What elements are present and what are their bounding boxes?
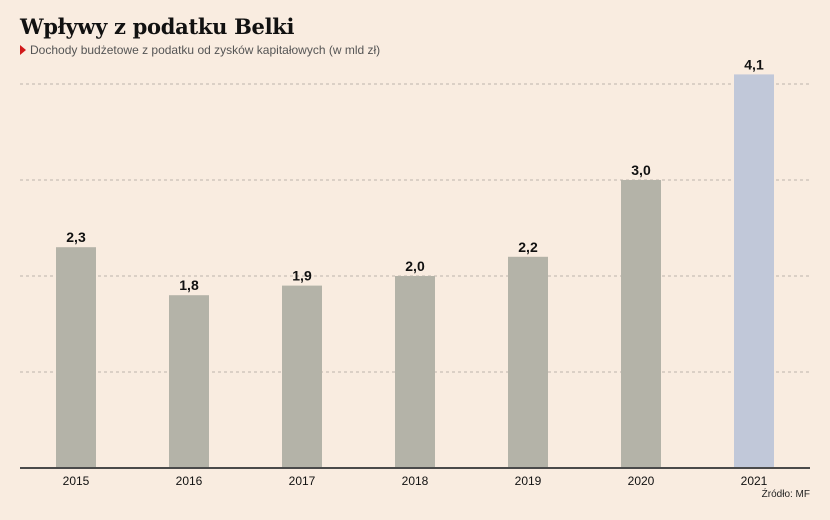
- x-tick-label: 2021: [741, 474, 768, 488]
- chart-title: Wpływy z podatku Belki: [20, 14, 295, 39]
- chart-subtitle: Dochody budżetowe z podatku od zysków ka…: [30, 43, 381, 57]
- source-note: Źródło: MF: [761, 489, 810, 500]
- subtitle-row: Dochody budżetowe z podatku od zysków ka…: [20, 43, 380, 57]
- red-triangle-icon: [20, 45, 26, 55]
- bar-2019: [508, 256, 548, 468]
- data-label: 2,3: [66, 229, 86, 245]
- bar-2016: [169, 295, 209, 468]
- data-label: 1,8: [179, 277, 199, 293]
- x-tick-label: 2017: [289, 474, 316, 488]
- bar-2018: [395, 276, 435, 468]
- data-label: 1,9: [292, 268, 312, 284]
- bar-2021: [734, 74, 774, 469]
- data-label: 2,2: [518, 239, 538, 255]
- x-tick-label: 2018: [402, 474, 429, 488]
- data-label: 3,0: [631, 162, 651, 178]
- bar-2017: [282, 285, 322, 468]
- x-tick-label: 2019: [515, 474, 542, 488]
- data-label: 4,1: [744, 56, 764, 72]
- x-tick-label: 2020: [628, 474, 655, 488]
- bar-2015: [56, 247, 96, 468]
- x-tick-label: 2016: [176, 474, 203, 488]
- bar-2020: [621, 180, 661, 468]
- x-tick-label: 2015: [63, 474, 90, 488]
- data-label: 2,0: [405, 258, 425, 274]
